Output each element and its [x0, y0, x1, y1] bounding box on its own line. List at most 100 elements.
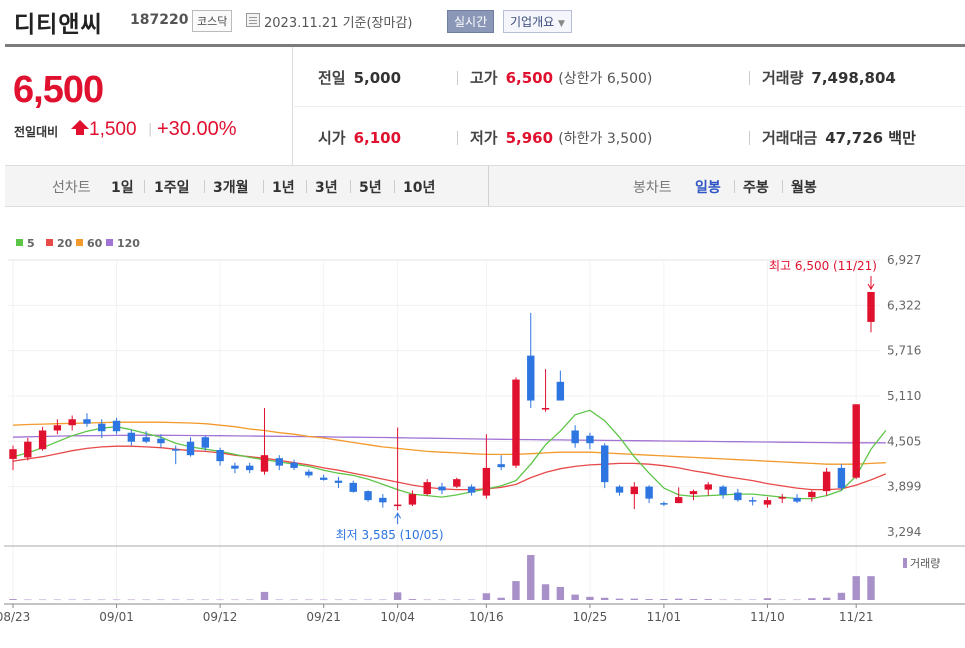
period-separator — [263, 180, 264, 193]
candle-body — [822, 471, 831, 492]
current-price: 6,500 — [13, 69, 104, 111]
candle-body — [127, 432, 136, 442]
volume-bar — [497, 597, 505, 600]
volume-bar — [379, 599, 387, 601]
volume-bar — [467, 599, 476, 601]
volume-bar — [512, 581, 520, 600]
tab-monthly[interactable]: 월봉 — [791, 180, 817, 196]
candle-body — [38, 430, 47, 450]
volume-bar — [334, 599, 343, 601]
tab-5years[interactable]: 5년 — [359, 180, 382, 196]
volume-bar — [601, 597, 609, 600]
volume-bar — [290, 599, 298, 601]
candle-body — [216, 449, 224, 462]
volume-bar — [734, 599, 742, 601]
tab-1week[interactable]: 1주일 — [154, 180, 190, 196]
candle-body — [837, 467, 846, 489]
volume-bar — [808, 598, 816, 600]
stock-code: 187220 — [130, 12, 189, 28]
period-separator — [144, 180, 145, 193]
low-label: 저가 — [470, 129, 498, 147]
line-chart-label: 선차트 — [52, 180, 91, 196]
volume-bar — [571, 594, 579, 600]
x-tick-label: 10/25 — [573, 610, 608, 624]
caret-down-icon: ▼ — [558, 19, 565, 29]
candle-body — [808, 491, 816, 498]
info-separator — [457, 71, 458, 85]
low-arrow-head — [394, 512, 402, 519]
candle-body — [364, 491, 372, 501]
candle-body — [615, 486, 624, 493]
volume-bar — [482, 593, 491, 600]
volume-bar — [867, 576, 875, 600]
realtime-button[interactable]: 실시간 — [447, 10, 495, 33]
volume-bar — [68, 599, 76, 601]
y-tick-label: 3,899 — [887, 480, 921, 494]
stock-header: 디티앤씨 187220 코스닥 2023.11.21 기준(장마감) 실시간 기… — [0, 0, 965, 44]
x-tick-label: 11/01 — [647, 610, 682, 624]
ma20-line — [12, 445, 887, 491]
candle-body — [630, 486, 639, 495]
company-overview-button[interactable]: 기업개요 ▼ — [503, 10, 572, 33]
candle-body — [748, 500, 757, 502]
volume-bar — [216, 599, 224, 601]
tab-daily[interactable]: 일봉 — [695, 180, 721, 196]
low-value: 5,960 — [505, 129, 554, 147]
volume-bar — [778, 599, 786, 601]
volume-bar — [349, 599, 357, 601]
company-overview-label: 기업개요 — [510, 15, 555, 29]
market-badge: 코스닥 — [192, 10, 233, 32]
y-tick-label: 6,322 — [887, 298, 921, 312]
y-tick-label: 4,505 — [887, 434, 921, 448]
tab-1day[interactable]: 1일 — [111, 180, 134, 196]
volume-bar — [852, 576, 860, 600]
volume-bar — [660, 599, 668, 600]
candle-body — [290, 462, 298, 468]
volume-bar — [201, 599, 210, 601]
low-price: 저가 5,960 (하한가 3,500) — [470, 127, 652, 148]
volume-bar — [527, 555, 535, 600]
candle-body — [541, 408, 550, 410]
candle-body — [201, 437, 210, 448]
legend-swatch — [106, 239, 113, 246]
volume-bar — [38, 599, 47, 601]
volume-bar — [822, 597, 831, 600]
volume-bar — [438, 599, 446, 601]
candle-body — [305, 471, 313, 476]
low-annotation: 최저 3,585 (10/05) — [336, 528, 444, 542]
candle-body — [408, 494, 417, 505]
period-separator — [350, 180, 351, 193]
volume-bar — [275, 599, 283, 601]
x-tick-label: 11/21 — [839, 610, 874, 624]
up-arrow-icon — [71, 120, 89, 135]
legend-label: 5 — [27, 237, 35, 250]
volume-bar — [615, 598, 624, 600]
candle-body — [157, 438, 165, 444]
price-box: 6,500 전일대비 1,500 | +30.00% — [5, 47, 293, 165]
calendar-icon — [246, 13, 260, 27]
tab-1year[interactable]: 1년 — [272, 180, 295, 196]
stock-candle-chart[interactable]: 5 20 60 120 6,927 6,322 5,716 5,110 4,505 3,899 3,… — [0, 210, 965, 648]
candle-body — [260, 455, 269, 472]
high-label: 고가 — [470, 69, 498, 87]
tab-10years[interactable]: 10년 — [403, 180, 436, 196]
header-divider — [5, 44, 965, 47]
amount-label: 거래대금 — [762, 129, 818, 147]
tab-3months[interactable]: 3개월 — [213, 180, 249, 196]
period-separator — [306, 180, 307, 193]
volume-bar — [9, 599, 17, 600]
change-value: 1,500 — [89, 119, 137, 140]
candle-body — [98, 423, 106, 432]
volume-bar — [645, 599, 653, 600]
volume-bar — [172, 599, 180, 601]
candle-body — [334, 480, 343, 483]
quote-date: 2023.11.21 기준(장마감) — [264, 16, 413, 31]
tab-weekly[interactable]: 주봉 — [743, 180, 769, 196]
candle-body — [186, 441, 195, 456]
high-price: 고가 6,500 (상한가 6,500) — [470, 67, 652, 88]
candle-body — [349, 482, 357, 492]
volume-label: 거래량 — [762, 69, 804, 87]
volume-bar — [719, 599, 727, 601]
tab-3years[interactable]: 3년 — [315, 180, 338, 196]
x-tick-label: 09/01 — [99, 610, 134, 624]
